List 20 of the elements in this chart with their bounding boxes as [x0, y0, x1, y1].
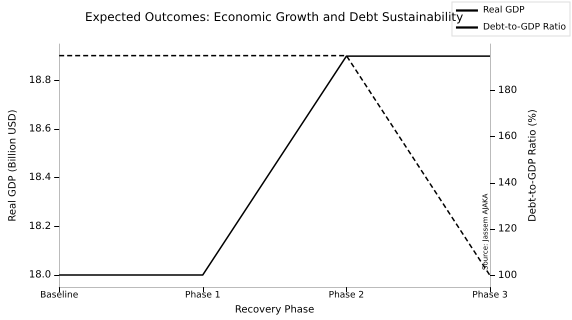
x-tick-label: Phase 1	[185, 290, 221, 301]
y-tick-label: 18.8	[28, 74, 52, 86]
legend-label: Real GDP	[482, 6, 526, 16]
y2-tick-label: 100	[498, 270, 518, 282]
y2-tick-label: 180	[498, 84, 518, 96]
y-tick-label: 18.6	[28, 124, 52, 135]
y2-tick-label: 140	[498, 177, 518, 188]
y-tick-label: 18.2	[28, 220, 52, 232]
x-tick-label: Baseline	[40, 290, 79, 301]
y2-tick-label: 120	[498, 224, 518, 235]
y-tick-label: 18.0	[28, 269, 52, 280]
x-axis-title: Recovery Phase	[234, 304, 314, 316]
legend-label: Debt-to-GDP Ratio	[482, 22, 566, 32]
chart-title: Expected Outcomes: Economic Growth and Debt Sustainability	[85, 10, 464, 24]
y2-axis-title: Debt-to-GDP Ratio (%)	[527, 109, 538, 222]
y-axis-title: Real GDP (Billion USD)	[8, 109, 18, 222]
x-tick-label: Phase 3	[472, 290, 508, 301]
y-tick-label: 18.4	[28, 172, 52, 184]
x-tick-label: Phase 2	[328, 290, 364, 301]
y2-tick-label: 160	[498, 131, 518, 142]
